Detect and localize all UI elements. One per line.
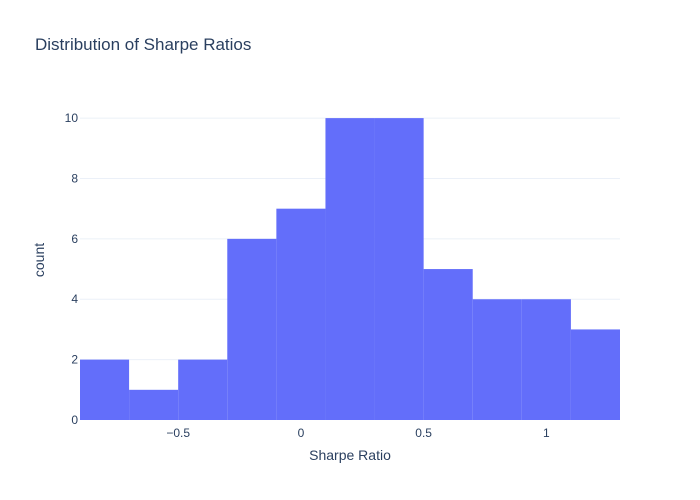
histogram-bar: [227, 238, 277, 420]
histogram-bar: [423, 269, 473, 420]
x-axis-ticks: −0.5 0 0.5 1: [166, 426, 550, 440]
y-tick-label: 0: [71, 413, 78, 427]
y-tick-label: 8: [71, 171, 78, 185]
y-tick-label: 4: [71, 292, 78, 306]
histogram-bar: [521, 299, 571, 420]
x-axis-label: Sharpe Ratio: [309, 447, 391, 463]
histogram-bar: [129, 389, 179, 420]
histogram-bar: [325, 118, 375, 420]
x-tick-label: −0.5: [166, 426, 190, 440]
y-axis-ticks: 0 2 4 6 8 10: [65, 111, 79, 427]
x-tick-label: 0: [298, 426, 305, 440]
histogram-bar: [570, 329, 620, 420]
x-tick-label: 0.5: [415, 426, 432, 440]
y-tick-label: 10: [65, 111, 79, 125]
chart-title: Distribution of Sharpe Ratios: [35, 35, 251, 54]
histogram-bar: [276, 208, 326, 420]
histogram-bar: [80, 359, 130, 420]
y-tick-label: 6: [71, 232, 78, 246]
y-axis-label: count: [31, 243, 47, 277]
histogram-bar: [374, 118, 424, 420]
histogram-bar: [178, 359, 228, 420]
histogram-bar: [472, 299, 522, 420]
x-tick-label: 1: [543, 426, 550, 440]
y-tick-label: 2: [71, 353, 78, 367]
histogram-bars: [80, 118, 620, 420]
